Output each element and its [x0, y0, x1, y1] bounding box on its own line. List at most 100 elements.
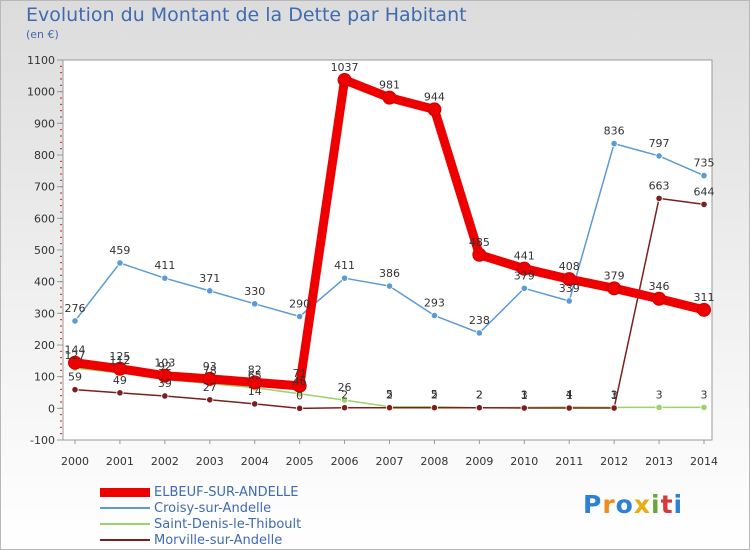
x-tick-label: 2006 — [331, 455, 359, 468]
data-point — [206, 396, 214, 404]
data-label: 3 — [701, 388, 708, 401]
data-point — [112, 361, 127, 376]
data-label: 26 — [338, 381, 352, 394]
data-label: 797 — [649, 137, 670, 150]
data-label: 644 — [694, 185, 715, 198]
data-point — [700, 200, 708, 208]
logo-letter: r — [602, 490, 616, 519]
data-point — [161, 274, 169, 282]
data-point — [340, 396, 349, 404]
data-point — [565, 404, 573, 412]
data-point — [340, 274, 349, 282]
data-point — [161, 392, 169, 400]
data-point — [71, 386, 79, 394]
data-point — [382, 90, 397, 105]
data-point — [700, 171, 708, 180]
data-point — [655, 403, 663, 411]
proxiti-logo: Proxiti — [583, 490, 683, 519]
logo-letter: o — [615, 490, 634, 519]
legend-item: Croisy-sur-Andelle — [100, 500, 301, 516]
data-point — [475, 329, 483, 337]
data-point — [697, 302, 711, 317]
y-tick-label: 100 — [34, 371, 55, 384]
data-label: 379 — [514, 269, 535, 282]
data-label: 485 — [469, 236, 490, 249]
data-point — [116, 259, 124, 267]
data-label: 71 — [293, 367, 307, 380]
data-point — [385, 404, 394, 412]
legend-swatch — [100, 523, 150, 525]
data-label: 112 — [109, 354, 130, 367]
data-label: 3 — [521, 388, 528, 401]
legend-label: Croisy-sur-Andelle — [154, 500, 272, 516]
data-label: 1 — [521, 389, 528, 402]
data-point — [655, 152, 663, 160]
data-point — [340, 404, 349, 412]
data-label: 2 — [386, 389, 393, 402]
data-label: 2 — [341, 389, 348, 402]
data-point — [202, 371, 217, 386]
x-tick-label: 2010 — [510, 455, 538, 468]
data-label: 735 — [694, 157, 715, 170]
data-label: 663 — [649, 179, 670, 192]
data-label: 2 — [476, 389, 483, 402]
legend-label: ELBEUF-SUR-ANDELLE — [154, 484, 299, 500]
y-tick-label: 500 — [34, 244, 55, 257]
data-point — [296, 404, 304, 412]
y-tick-label: 400 — [34, 276, 55, 289]
data-label: 127 — [65, 349, 86, 362]
data-label: 92 — [158, 360, 172, 373]
y-tick-label: 700 — [34, 181, 55, 194]
data-point — [607, 281, 622, 296]
data-label: 944 — [424, 90, 445, 103]
data-label: 4 — [566, 388, 573, 401]
y-tick-label: 1000 — [27, 86, 55, 99]
legend-label: Saint-Denis-le-Thiboult — [154, 516, 302, 532]
data-point — [430, 311, 439, 320]
logo-letter: t — [660, 490, 674, 519]
data-label: 290 — [289, 298, 310, 311]
legend-item: ELBEUF-SUR-ANDELLE — [100, 484, 301, 500]
data-label: 125 — [109, 350, 130, 363]
x-tick-label: 2000 — [61, 455, 89, 468]
y-tick-label: 900 — [34, 117, 55, 130]
data-label: 2 — [476, 389, 483, 402]
x-tick-label: 2009 — [465, 455, 493, 468]
logo-letter: i — [673, 490, 684, 519]
data-label: 65 — [248, 369, 262, 382]
legend-swatch — [100, 539, 150, 541]
x-tick-label: 2007 — [376, 455, 404, 468]
data-point — [251, 400, 259, 408]
x-tick-label: 2001 — [106, 455, 134, 468]
legend-label: Morville-sur-Andelle — [154, 532, 283, 548]
data-point — [610, 140, 618, 148]
data-label: 93 — [203, 360, 217, 373]
legend-swatch — [100, 507, 150, 509]
data-point — [475, 404, 483, 412]
data-point — [296, 312, 304, 321]
data-label: 1 — [566, 389, 573, 402]
data-label: 441 — [514, 250, 535, 263]
data-point — [562, 272, 577, 287]
chart-subtitle: (en €) — [26, 28, 59, 41]
data-label: 27 — [203, 381, 217, 394]
legend: ELBEUF-SUR-ANDELLE Croisy-sur-Andelle Sain… — [100, 484, 301, 548]
x-tick-label: 2008 — [420, 455, 448, 468]
data-point — [71, 317, 79, 325]
x-tick-label: 2014 — [690, 455, 718, 468]
data-point — [700, 403, 708, 411]
data-point — [520, 404, 528, 412]
y-tick-label: 1100 — [27, 54, 55, 67]
chart-title: Evolution du Montant de la Dette par Hab… — [26, 4, 467, 26]
y-tick-label: 800 — [34, 149, 55, 162]
data-label: 386 — [379, 267, 400, 280]
data-label: 59 — [68, 371, 82, 384]
data-label: 408 — [559, 260, 580, 273]
data-label: 5 — [431, 388, 438, 401]
data-point — [427, 102, 442, 117]
data-label: 0 — [296, 389, 303, 402]
data-label: 82 — [248, 363, 262, 376]
data-point — [610, 404, 618, 412]
data-point — [430, 404, 439, 412]
